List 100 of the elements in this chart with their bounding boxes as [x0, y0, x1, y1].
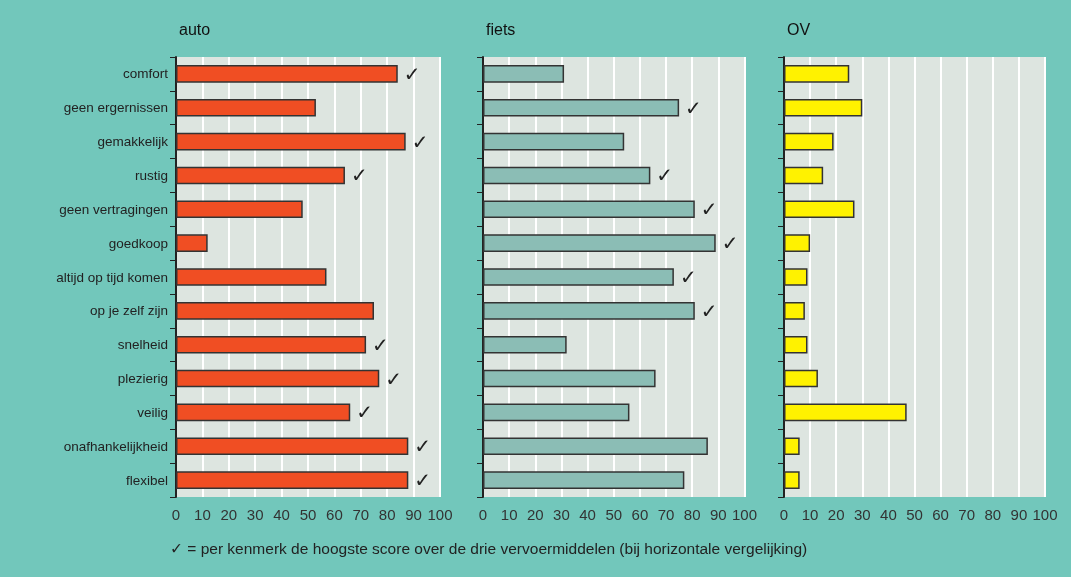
bar	[483, 437, 708, 456]
bar	[176, 403, 351, 422]
bar	[483, 335, 567, 354]
bar	[176, 166, 345, 185]
x-tick-label: 30	[553, 506, 570, 523]
x-tick-label: 100	[731, 506, 757, 523]
bar	[483, 65, 565, 83]
y-tick-label: snelheid	[117, 337, 168, 353]
x-tick-label: 50	[906, 506, 923, 523]
x-tick-label: 80	[683, 506, 701, 523]
bar	[176, 335, 367, 354]
text: ✓ = per kenmerk de hoogste score over de drie vervoermiddelen (bij horizontale vergelijking)	[170, 540, 808, 558]
bar	[483, 471, 685, 489]
data-label: ✓	[414, 468, 432, 493]
data-label: ✓	[721, 231, 739, 256]
bar	[784, 268, 808, 286]
bar	[483, 132, 625, 151]
y-tick-label: geen ergernissen	[63, 100, 168, 116]
x-tick-label: 70	[958, 506, 976, 523]
y-tick-label: flexibel	[125, 472, 168, 488]
data-label: ✓	[350, 163, 368, 188]
x-tick-label: 80	[984, 506, 1002, 523]
x-tick-label: 60	[326, 506, 343, 523]
bar	[176, 65, 398, 83]
x-tick-label: 70	[352, 506, 370, 523]
bar	[784, 166, 824, 185]
data-label: ✓	[356, 400, 374, 425]
x-tick-label: 100	[427, 506, 453, 523]
data-label: ✓	[414, 434, 432, 459]
bar	[483, 302, 695, 320]
bar	[784, 437, 800, 456]
x-tick-label: 10	[801, 506, 819, 523]
bar	[483, 234, 716, 252]
x-tick-label: 0	[478, 506, 488, 523]
x-tick-label: 10	[500, 506, 518, 523]
bar	[784, 98, 863, 117]
y-tick-label: veilig	[137, 404, 168, 420]
bar	[483, 98, 680, 117]
data-label: ✓	[679, 265, 697, 289]
x-tick-label: 50	[605, 506, 623, 523]
y-tick-label: goedkoop	[108, 235, 168, 251]
x-tick-label: 90	[405, 506, 422, 523]
bar	[176, 437, 409, 456]
y-tick-label: plezierig	[117, 371, 168, 387]
bar	[784, 369, 818, 388]
y-tick-label: onafhankelijkheid	[63, 438, 168, 454]
bar	[784, 200, 855, 219]
data-label: ✓	[385, 366, 403, 391]
y-tick-label: gemakkelijk	[97, 134, 169, 150]
x-tick-label: 80	[378, 506, 396, 523]
x-tick-label: 90	[1010, 506, 1028, 523]
chart-title: fiets	[486, 20, 516, 38]
bar	[483, 166, 651, 185]
data-label: ✓	[685, 95, 702, 120]
bar	[176, 268, 327, 286]
bar	[784, 65, 850, 83]
bar	[176, 302, 374, 320]
x-tick-label: 0	[171, 506, 181, 523]
chart-title: auto	[179, 20, 211, 38]
x-tick-label: 40	[579, 506, 596, 523]
x-tick-label: 30	[246, 506, 264, 523]
bar	[483, 403, 630, 422]
bar	[784, 335, 808, 354]
x-tick-label: 60	[631, 506, 649, 523]
data-label: ✓	[403, 61, 421, 86]
bar	[483, 200, 695, 219]
y-tick-label: op je zelf zijn	[89, 303, 168, 319]
bar	[784, 471, 800, 489]
y-tick-label: rustig	[134, 167, 168, 183]
x-tick-label: 40	[880, 506, 897, 523]
bar	[483, 268, 674, 286]
y-tick-label: comfort	[122, 66, 169, 82]
bar	[784, 302, 805, 320]
x-tick-label: 30	[853, 506, 871, 523]
bar	[784, 403, 907, 422]
x-tick-label: 20	[220, 506, 238, 523]
x-tick-label: 40	[273, 506, 290, 523]
x-tick-label: 10	[194, 506, 211, 523]
x-tick-label: 70	[657, 506, 675, 523]
x-tick-label: 20	[526, 506, 544, 523]
x-tick-label: 100	[1032, 506, 1058, 523]
data-label: ✓	[372, 332, 389, 357]
data-label: ✓	[656, 163, 674, 188]
data-label: ✓	[411, 129, 429, 154]
x-tick-label: 50	[299, 506, 317, 523]
x-tick-label: 90	[709, 506, 727, 523]
bar	[176, 98, 316, 117]
x-tick-label: 60	[932, 506, 949, 523]
chart-title: OV	[787, 20, 811, 38]
bar	[176, 132, 406, 151]
bar	[176, 234, 208, 252]
bar	[176, 369, 380, 388]
bar	[784, 132, 834, 151]
x-tick-label: 0	[779, 506, 789, 523]
bar	[176, 471, 409, 489]
y-tick-label: altijd op tijd komen	[56, 269, 168, 285]
data-label: ✓	[700, 197, 718, 222]
bar	[176, 200, 303, 219]
y-tick-label: geen vertragingen	[59, 201, 168, 217]
x-tick-label: 20	[827, 506, 845, 523]
